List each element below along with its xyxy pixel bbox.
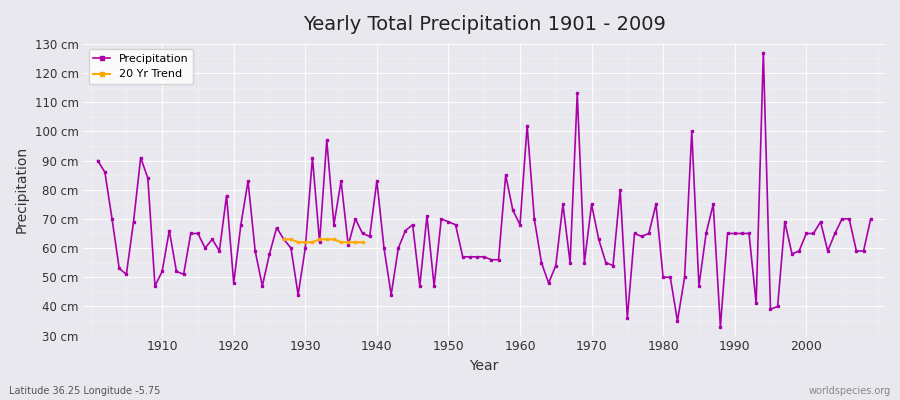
Precipitation [758, 50, 769, 55]
Precipitation [149, 284, 160, 288]
Text: worldspecies.org: worldspecies.org [809, 386, 891, 396]
20 Yr Trend [321, 237, 332, 242]
Precipitation [715, 324, 725, 329]
Precipitation [515, 222, 526, 227]
Line: Precipitation: Precipitation [96, 51, 872, 328]
20 Yr Trend [278, 237, 289, 242]
Line: 20 Yr Trend: 20 Yr Trend [283, 238, 364, 244]
20 Yr Trend [350, 240, 361, 245]
Precipitation [93, 158, 104, 163]
Precipitation [350, 216, 361, 221]
20 Yr Trend [336, 240, 346, 245]
20 Yr Trend [314, 237, 325, 242]
20 Yr Trend [285, 237, 296, 242]
Text: Latitude 36.25 Longitude -5.75: Latitude 36.25 Longitude -5.75 [9, 386, 160, 396]
20 Yr Trend [292, 240, 303, 245]
Precipitation [600, 260, 611, 265]
X-axis label: Year: Year [470, 359, 499, 373]
20 Yr Trend [357, 240, 368, 245]
Legend: Precipitation, 20 Yr Trend: Precipitation, 20 Yr Trend [89, 50, 194, 84]
Title: Yearly Total Precipitation 1901 - 2009: Yearly Total Precipitation 1901 - 2009 [302, 15, 666, 34]
20 Yr Trend [343, 240, 354, 245]
Precipitation [508, 208, 518, 212]
20 Yr Trend [307, 240, 318, 245]
20 Yr Trend [300, 240, 310, 245]
20 Yr Trend [328, 237, 339, 242]
Precipitation [307, 155, 318, 160]
Precipitation [865, 216, 876, 221]
Y-axis label: Precipitation: Precipitation [15, 146, 29, 233]
